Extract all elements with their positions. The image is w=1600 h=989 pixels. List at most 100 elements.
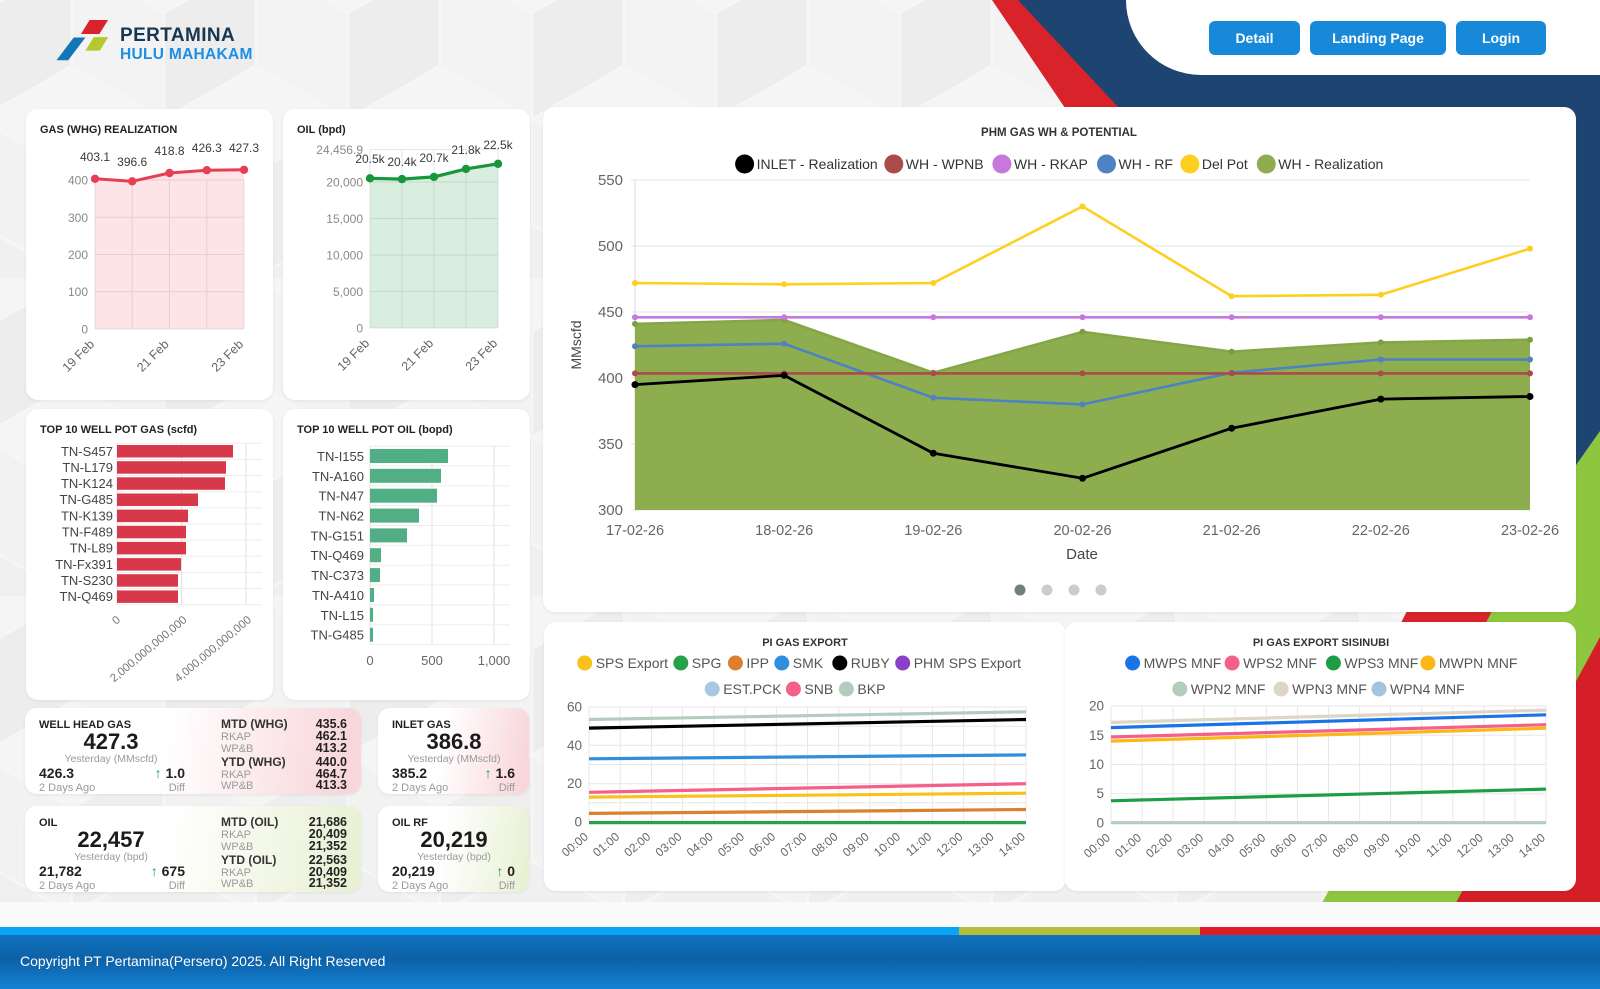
svg-text:13:00: 13:00: [965, 829, 997, 859]
svg-text:20,409: 20,409: [309, 827, 347, 841]
svg-text:RKAP: RKAP: [221, 769, 251, 781]
svg-text:10:00: 10:00: [871, 829, 903, 859]
svg-text:Yesterday (bpd): Yesterday (bpd): [74, 851, 148, 863]
svg-text:↑ 0: ↑ 0: [496, 863, 515, 879]
svg-text:WH - RF: WH - RF: [1119, 156, 1173, 172]
svg-text:RKAP: RKAP: [221, 829, 251, 841]
svg-text:19 Feb: 19 Feb: [60, 337, 97, 374]
svg-text:08:00: 08:00: [809, 829, 841, 859]
svg-text:SMK: SMK: [793, 655, 824, 671]
svg-text:TN-L179: TN-L179: [62, 460, 113, 475]
svg-text:TN-S230: TN-S230: [61, 573, 113, 588]
svg-text:21 Feb: 21 Feb: [399, 336, 436, 373]
svg-text:WP&B: WP&B: [221, 743, 253, 755]
svg-text:WPS3 MNF: WPS3 MNF: [1344, 655, 1418, 671]
svg-text:WPN4 MNF: WPN4 MNF: [1390, 681, 1465, 697]
svg-text:350: 350: [598, 436, 623, 453]
svg-text:0: 0: [110, 614, 123, 627]
svg-text:TN-N62: TN-N62: [318, 509, 364, 524]
svg-text:04:00: 04:00: [1205, 830, 1237, 860]
svg-text:Yesterday (bpd): Yesterday (bpd): [417, 851, 491, 863]
svg-text:HULU MAHAKAM: HULU MAHAKAM: [120, 46, 253, 63]
svg-text:TN-A410: TN-A410: [312, 588, 364, 603]
svg-text:450: 450: [598, 304, 623, 321]
svg-text:400: 400: [68, 174, 88, 188]
svg-text:TN-C373: TN-C373: [311, 568, 364, 583]
svg-text:23 Feb: 23 Feb: [463, 336, 500, 373]
svg-text:↑ 1.6: ↑ 1.6: [485, 765, 516, 781]
svg-text:15,000: 15,000: [326, 212, 363, 226]
svg-text:MTD (OIL): MTD (OIL): [221, 815, 278, 829]
svg-text:Diff: Diff: [499, 880, 516, 892]
svg-text:WP&B: WP&B: [221, 841, 253, 853]
svg-text:TN-Fx391: TN-Fx391: [55, 557, 113, 572]
svg-text:02:00: 02:00: [1143, 830, 1175, 860]
svg-text:TN-Q469: TN-Q469: [311, 548, 364, 563]
svg-text:INLET GAS: INLET GAS: [392, 719, 451, 731]
svg-text:00:00: 00:00: [559, 829, 591, 859]
svg-text:418.8: 418.8: [154, 144, 184, 158]
svg-text:TN-N47: TN-N47: [318, 489, 364, 504]
svg-text:RKAP: RKAP: [221, 867, 251, 879]
svg-text:TN-K124: TN-K124: [61, 476, 113, 491]
svg-text:TOP 10 WELL POT OIL (bopd): TOP 10 WELL POT OIL (bopd): [297, 424, 453, 436]
svg-text:20: 20: [567, 776, 582, 791]
svg-text:WPN2 MNF: WPN2 MNF: [1191, 681, 1266, 697]
svg-text:413.3: 413.3: [316, 778, 347, 792]
svg-text:WPS2 MNF: WPS2 MNF: [1243, 655, 1317, 671]
svg-text:403.1: 403.1: [80, 150, 110, 164]
svg-text:550: 550: [598, 172, 623, 189]
svg-text:06:00: 06:00: [1267, 830, 1299, 860]
svg-text:TN-G485: TN-G485: [60, 492, 113, 507]
svg-text:20-02-26: 20-02-26: [1053, 523, 1111, 539]
svg-text:427.3: 427.3: [229, 141, 259, 155]
svg-text:21,686: 21,686: [309, 815, 347, 829]
svg-text:SPS Export: SPS Export: [596, 655, 668, 671]
svg-text:21.8k: 21.8k: [451, 143, 481, 157]
svg-text:09:00: 09:00: [1361, 830, 1393, 860]
svg-text:18-02-26: 18-02-26: [755, 523, 813, 539]
svg-text:MWPS MNF: MWPS MNF: [1144, 655, 1222, 671]
svg-text:WELL HEAD GAS: WELL HEAD GAS: [39, 719, 131, 731]
svg-text:Yesterday (MMscfd): Yesterday (MMscfd): [408, 753, 501, 765]
svg-text:20,219: 20,219: [392, 863, 435, 879]
svg-text:01:00: 01:00: [590, 829, 622, 859]
svg-text:09:00: 09:00: [840, 829, 872, 859]
svg-text:WP&B: WP&B: [221, 780, 253, 792]
svg-text:INLET - Realization: INLET - Realization: [757, 156, 878, 172]
svg-text:↑ 1.0: ↑ 1.0: [155, 765, 186, 781]
svg-text:MTD (WHG): MTD (WHG): [221, 717, 288, 731]
svg-text:23 Feb: 23 Feb: [209, 337, 246, 374]
svg-text:RUBY: RUBY: [851, 655, 891, 671]
svg-text:06:00: 06:00: [746, 829, 778, 859]
svg-text:2 Days Ago: 2 Days Ago: [392, 782, 448, 794]
svg-text:TN-F489: TN-F489: [62, 525, 113, 540]
svg-text:19-02-26: 19-02-26: [904, 523, 962, 539]
svg-text:19 Feb: 19 Feb: [335, 336, 372, 373]
svg-text:07:00: 07:00: [777, 829, 809, 859]
svg-text:OIL: OIL: [39, 817, 58, 829]
svg-text:20,000: 20,000: [326, 176, 363, 190]
svg-text:PI GAS EXPORT SISINUBI: PI GAS EXPORT SISINUBI: [1253, 637, 1389, 649]
svg-text:0: 0: [1096, 816, 1104, 831]
svg-text:462.1: 462.1: [316, 729, 347, 743]
svg-text:21-02-26: 21-02-26: [1203, 523, 1261, 539]
svg-text:21 Feb: 21 Feb: [134, 337, 171, 374]
svg-text:PERTAMINA: PERTAMINA: [120, 25, 235, 46]
svg-text:Diff: Diff: [169, 782, 186, 794]
svg-text:22-02-26: 22-02-26: [1352, 523, 1410, 539]
svg-text:04:00: 04:00: [684, 829, 716, 859]
svg-text:15: 15: [1089, 728, 1104, 743]
svg-text:PHM SPS Export: PHM SPS Export: [914, 655, 1021, 671]
svg-text:PHM GAS WH & POTENTIAL: PHM GAS WH & POTENTIAL: [981, 127, 1137, 139]
svg-text:500: 500: [421, 653, 443, 668]
svg-text:20,409: 20,409: [309, 865, 347, 879]
svg-text:40: 40: [567, 738, 582, 753]
svg-text:WH - RKAP: WH - RKAP: [1014, 156, 1088, 172]
svg-text:14:00: 14:00: [996, 829, 1028, 859]
svg-text:0: 0: [366, 653, 373, 668]
svg-text:464.7: 464.7: [316, 767, 347, 781]
svg-text:0: 0: [356, 322, 363, 336]
svg-text:17-02-26: 17-02-26: [606, 523, 664, 539]
svg-text:13:00: 13:00: [1485, 830, 1517, 860]
